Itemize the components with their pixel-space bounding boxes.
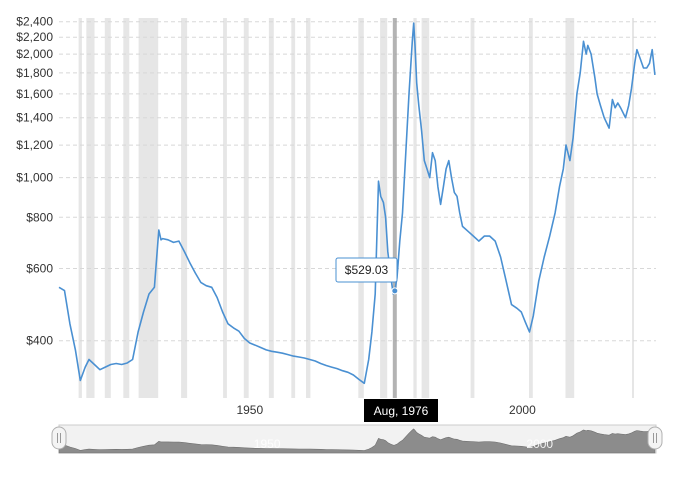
crosshair: [392, 18, 397, 398]
recession-band: [223, 18, 227, 398]
x-tick-label: 1950: [236, 403, 263, 417]
grip-icon: [57, 433, 61, 443]
navigator-handle-right-body[interactable]: [647, 426, 663, 450]
recession-band: [358, 18, 364, 398]
y-tick-label: $2,400: [16, 15, 53, 29]
y-tick-label: $2,000: [16, 47, 53, 61]
tooltip-value: $529.03: [345, 263, 389, 277]
y-tick-label: $2,200: [16, 30, 53, 44]
crosshair-date-label: Aug, 1976: [364, 399, 438, 422]
navigator-handle-left-body[interactable]: [51, 426, 67, 450]
recession-band: [632, 18, 634, 398]
y-tick-label: $1,600: [16, 87, 53, 101]
price-line[interactable]: [58, 22, 656, 385]
y-tick-label: $1,000: [16, 171, 53, 185]
recession-band: [138, 18, 159, 398]
range-navigator[interactable]: 1950 2000: [51, 424, 663, 454]
y-axis-labels: $400 $600 $800 $1,000 $1,200 $1,400 $1,600 $1,8…: [16, 15, 53, 348]
recession-band: [86, 18, 95, 398]
recession-band: [181, 18, 188, 398]
recession-band: [413, 18, 417, 398]
navigator-series-area: [58, 428, 656, 454]
recession-band: [529, 18, 533, 398]
y-tick-label: $1,400: [16, 111, 53, 125]
recession-band: [78, 18, 82, 398]
recession-band: [243, 18, 249, 398]
y-tick-label: $1,800: [16, 66, 53, 80]
price-series[interactable]: [58, 22, 656, 385]
navigator-handle-right[interactable]: [647, 426, 663, 450]
navigator-tick-label: 1950: [254, 437, 281, 451]
crosshair-line: [392, 18, 397, 398]
x-axis-labels: 1950 2000: [236, 403, 536, 417]
tooltip-marker: [391, 287, 399, 295]
recession-band: [268, 18, 274, 398]
y-tick-label: $600: [26, 262, 53, 276]
recession-band: [470, 18, 475, 398]
gridlines: [59, 21, 656, 342]
crosshair-date-text: Aug, 1976: [374, 404, 429, 418]
recession-band: [421, 18, 430, 398]
x-tick-label: 2000: [509, 403, 536, 417]
navigator-handle-left[interactable]: [51, 426, 67, 450]
navigator-tick-label: 2000: [526, 437, 553, 451]
y-tick-label: $800: [26, 210, 53, 224]
tooltip: $529.03: [335, 257, 398, 283]
recession-band: [291, 18, 296, 398]
y-tick-label: $1,200: [16, 138, 53, 152]
y-tick-label: $400: [26, 334, 53, 348]
navigator-axis-labels: 1950 2000: [254, 437, 554, 451]
recession-band: [123, 18, 130, 398]
recession-band: [104, 18, 111, 398]
crosshair-date-label-bg: [364, 399, 438, 422]
grip-icon: [653, 433, 657, 443]
recession-band: [306, 18, 311, 398]
recession-band: [565, 18, 575, 398]
tooltip-box: [335, 257, 398, 283]
